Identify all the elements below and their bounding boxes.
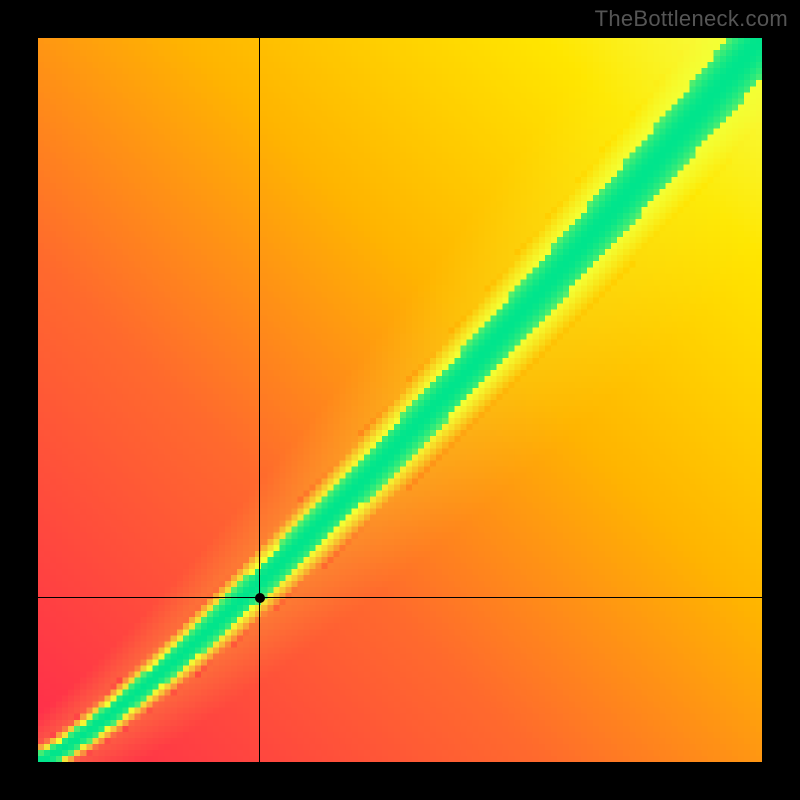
crosshair-vertical: [259, 38, 260, 762]
heatmap-canvas: [38, 38, 762, 762]
crosshair-horizontal: [38, 597, 762, 598]
plot-area: [38, 38, 762, 762]
watermark-text: TheBottleneck.com: [595, 6, 788, 32]
crosshair-marker: [255, 593, 265, 603]
